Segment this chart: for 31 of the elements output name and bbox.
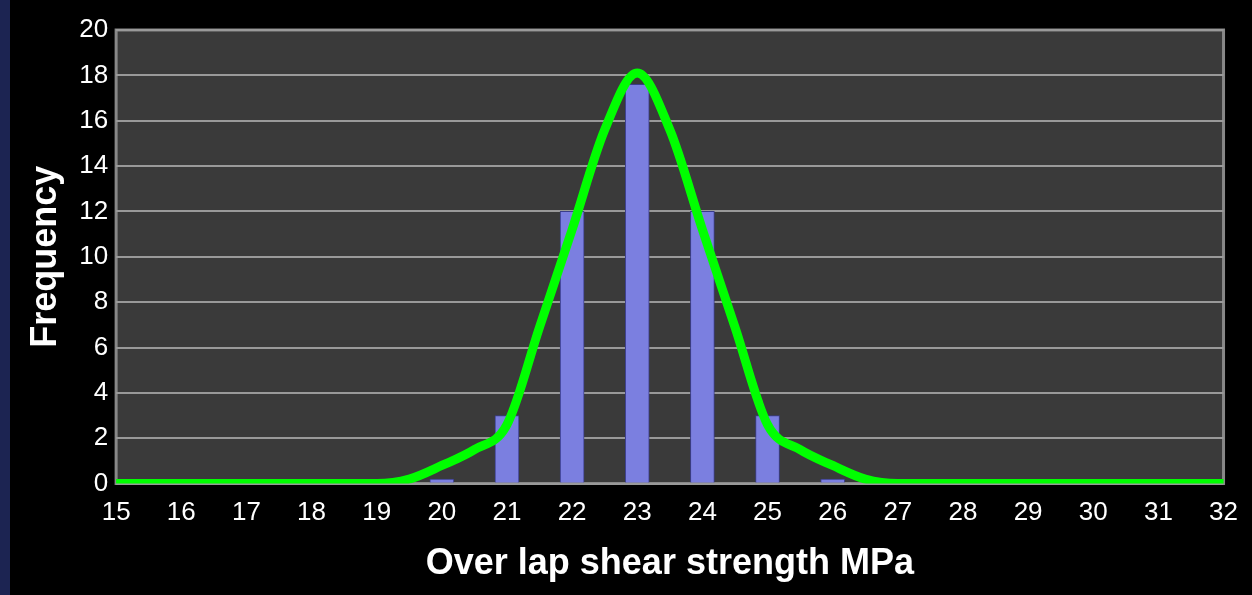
x-tick-label: 24 — [687, 496, 717, 527]
y-tick-label: 12 — [79, 194, 109, 225]
x-tick-label: 25 — [753, 496, 782, 527]
y-tick-label: 14 — [79, 149, 109, 180]
x-tick-label: 17 — [231, 496, 261, 527]
x-tick-label: 20 — [427, 496, 457, 527]
x-tick-label: 32 — [1209, 496, 1238, 527]
y-tick-label: 4 — [93, 376, 109, 407]
y-tick-label: 0 — [93, 466, 109, 497]
y-tick-label: 8 — [93, 285, 109, 316]
x-tick-label: 16 — [166, 496, 196, 527]
x-tick-label: 30 — [1078, 496, 1108, 527]
x-tick-label: 27 — [883, 496, 913, 527]
y-tick-label: 20 — [79, 13, 109, 44]
x-tick-label: 26 — [818, 496, 848, 527]
x-tick-label: 21 — [492, 496, 522, 527]
y-tick-label: 6 — [93, 330, 109, 361]
y-axis-title: Frequency — [22, 165, 64, 348]
x-tick-label: 28 — [948, 496, 978, 527]
y-tick-label: 2 — [93, 421, 109, 452]
x-tick-label: 22 — [557, 496, 587, 527]
x-tick-label: 23 — [622, 496, 652, 527]
y-tick-label: 16 — [79, 103, 109, 134]
x-tick-label: 31 — [1143, 496, 1173, 527]
x-tick-label: 15 — [101, 496, 131, 527]
x-tick-label: 29 — [1013, 496, 1043, 527]
y-tick-label: 18 — [79, 58, 109, 89]
y-tick-label: 10 — [79, 239, 109, 270]
x-axis-title: Over lap shear strength MPa — [425, 541, 915, 583]
x-tick-label: 18 — [297, 496, 327, 527]
x-tick-label: 19 — [362, 496, 392, 527]
